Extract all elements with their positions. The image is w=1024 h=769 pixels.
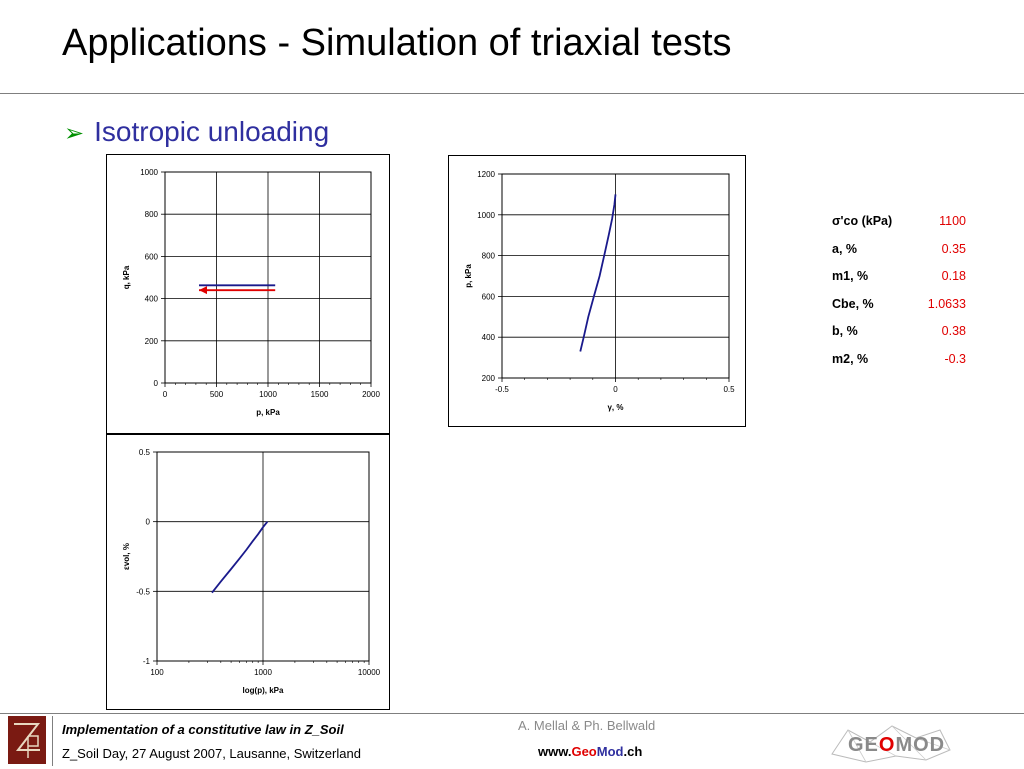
y-tick-label: 1000 [477,211,495,220]
y-axis-label: εvol, % [122,543,131,570]
x-tick-label: 0 [613,385,618,394]
x-tick-label: 100 [150,668,164,677]
footer-presentation-title: Implementation of a constitutive law in … [62,722,344,737]
y-tick-label: 600 [482,292,496,301]
param-row-m2: m2, % -0.3 [832,348,972,376]
footer-website-link[interactable]: www.GeoMod.ch [538,744,642,759]
logo-o: O [878,734,896,756]
logo-ge: GE [848,734,879,756]
x-tick-label: 1500 [311,390,329,399]
x-tick-label: 0.5 [723,385,735,394]
param-name: m1, % [832,269,869,283]
parameter-table: σ'co (kPa) 1100 a, % 0.35 m1, % 0.18 Cbe, %… [832,210,972,375]
zsoil-logo-icon-svg [14,723,41,758]
y-tick-label: 0 [154,379,159,388]
y-axis-label: q, kPa [122,265,131,289]
x-tick-label: 0 [163,390,168,399]
y-tick-label: -0.5 [136,587,150,596]
y-tick-label: 0 [146,518,151,527]
param-name: m2, % [832,351,869,366]
param-row-m1: m1, % 0.18 [832,265,972,293]
y-tick-label: 0.5 [139,448,151,457]
chart-evol-vs-logp-svg: -1 -0.5 0 0.5 100 1000 10000 log(p), kPa εvol, % [122,448,381,695]
url-geo: Geo [571,744,597,759]
x-tick-label: 500 [210,390,224,399]
chart-p-vs-gamma-svg: 200 400 600 800 1000 1200 -0.5 0 0.5 γ, % p, kPa [464,170,735,412]
bullet-text: Isotropic unloading [94,116,330,147]
geomod-logo-text: GEOMOD [848,734,945,757]
x-tick-label: -0.5 [495,385,509,394]
arrow-bullet-icon: ➢ [64,120,85,147]
y-tick-label: 400 [482,333,496,342]
url-prefix: www. [538,744,572,759]
title-divider [0,93,1024,94]
param-value: 1100 [939,214,966,228]
footer-vertical-divider [52,716,53,766]
chart-q-vs-p: 0 200 400 600 800 1000 0 500 1000 1500 2000 p, kPa q… [106,154,390,434]
y-tick-label: 1200 [477,170,495,179]
param-name: σ'co (kPa) [832,214,893,228]
bullet-item: ➢ Isotropic unloading [64,116,329,148]
series-line [211,521,269,594]
footer-event: Z_Soil Day, 27 August 2007, Lausanne, Sw… [62,746,361,761]
param-row-b: b, % 0.38 [832,320,972,348]
param-row-a: a, % 0.35 [832,238,972,266]
param-value: 0.35 [941,241,966,256]
geomod-logo-icon [831,725,951,763]
x-tick-label: 1000 [254,668,272,677]
x-tick-label: 2000 [362,390,380,399]
slide-title: Applications - Simulation of triaxial te… [62,22,732,64]
y-tick-label: -1 [143,657,151,666]
logo-mod: MOD [895,734,946,756]
y-tick-label: 800 [482,252,496,261]
param-name: a, % [832,241,858,256]
chart-q-vs-p-svg: 0 200 400 600 800 1000 0 500 1000 1500 2000 p, kPa q… [122,168,380,417]
footer-authors: A. Mellal & Ph. Bellwald [518,718,656,733]
series-line [579,194,617,352]
y-tick-label: 200 [145,337,159,346]
param-value: 1.0633 [927,296,966,311]
x-axis-label: p, kPa [256,408,280,417]
chart-p-vs-gamma: 200 400 600 800 1000 1200 -0.5 0 0.5 γ, % p, kPa [448,155,746,427]
zsoil-logo-icon [8,716,46,764]
param-value: -0.3 [944,351,966,366]
y-tick-label: 400 [145,295,159,304]
series-arrowhead [198,286,207,295]
url-suffix: .ch [623,744,643,759]
param-value: 0.38 [941,324,966,338]
y-axis-label: p, kPa [464,264,473,288]
x-axis-label: log(p), kPa [243,686,284,695]
y-tick-label: 200 [482,374,496,383]
param-row-cbe: Cbe, % 1.0633 [832,293,972,321]
x-tick-label: 1000 [259,390,277,399]
y-tick-label: 1000 [140,168,158,177]
param-value: 0.18 [941,269,966,283]
x-axis-label: γ, % [607,403,623,412]
x-tick-label: 10000 [358,668,381,677]
param-name: Cbe, % [832,296,874,311]
param-name: b, % [832,324,858,338]
url-mod: Mod [596,744,624,759]
y-tick-label: 800 [145,210,159,219]
chart-evol-vs-logp: -1 -0.5 0 0.5 100 1000 10000 log(p), kPa εvol, % [106,434,390,710]
param-row-sigma: σ'co (kPa) 1100 [832,210,972,238]
y-tick-label: 600 [145,252,159,261]
footer-divider [0,713,1024,714]
